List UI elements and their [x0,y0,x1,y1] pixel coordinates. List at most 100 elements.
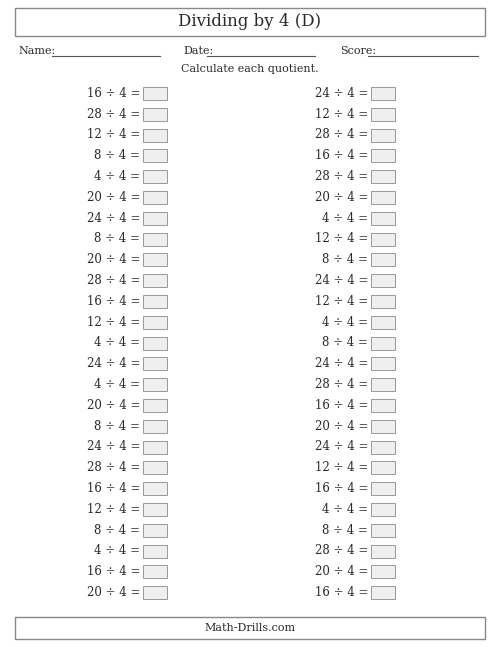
Bar [143,170,167,183]
Bar [143,253,167,267]
Text: 12 ÷ 4 =: 12 ÷ 4 = [315,107,368,121]
Bar [143,523,167,537]
Bar [371,170,395,183]
Bar [143,441,167,454]
Bar [143,87,167,100]
Text: 4 ÷ 4 =: 4 ÷ 4 = [94,545,140,558]
Bar [143,461,167,474]
Text: 28 ÷ 4 =: 28 ÷ 4 = [315,170,368,183]
Text: 12 ÷ 4 =: 12 ÷ 4 = [315,295,368,308]
Bar [143,399,167,412]
Bar [143,295,167,308]
Bar [371,253,395,267]
Bar [371,107,395,121]
Bar [371,357,395,370]
Text: 28 ÷ 4 =: 28 ÷ 4 = [315,129,368,142]
Bar [371,129,395,142]
Text: 12 ÷ 4 =: 12 ÷ 4 = [315,232,368,245]
Bar [143,149,167,162]
Bar [371,586,395,599]
Bar [143,336,167,349]
Text: Name:: Name: [18,46,55,56]
Text: 20 ÷ 4 =: 20 ÷ 4 = [86,253,140,267]
Text: 24 ÷ 4 =: 24 ÷ 4 = [314,87,368,100]
Bar [371,191,395,204]
Text: 8 ÷ 4 =: 8 ÷ 4 = [94,232,140,245]
Text: 12 ÷ 4 =: 12 ÷ 4 = [87,503,140,516]
Text: 16 ÷ 4 =: 16 ÷ 4 = [314,399,368,412]
Bar [143,212,167,225]
Text: 28 ÷ 4 =: 28 ÷ 4 = [315,545,368,558]
Text: 16 ÷ 4 =: 16 ÷ 4 = [86,295,140,308]
Text: 20 ÷ 4 =: 20 ÷ 4 = [86,191,140,204]
Bar [143,565,167,578]
Text: 16 ÷ 4 =: 16 ÷ 4 = [314,149,368,162]
Bar [143,586,167,599]
Bar [371,503,395,516]
Text: 8 ÷ 4 =: 8 ÷ 4 = [94,149,140,162]
Text: 8 ÷ 4 =: 8 ÷ 4 = [322,253,368,267]
Bar [371,336,395,349]
Text: 20 ÷ 4 =: 20 ÷ 4 = [86,586,140,599]
Text: 4 ÷ 4 =: 4 ÷ 4 = [94,170,140,183]
Text: 24 ÷ 4 =: 24 ÷ 4 = [314,441,368,454]
Bar [371,523,395,537]
Text: Math-Drills.com: Math-Drills.com [204,623,296,633]
Text: 12 ÷ 4 =: 12 ÷ 4 = [315,461,368,474]
Text: 12 ÷ 4 =: 12 ÷ 4 = [87,316,140,329]
Text: 16 ÷ 4 =: 16 ÷ 4 = [86,565,140,578]
Bar [371,545,395,558]
Text: 16 ÷ 4 =: 16 ÷ 4 = [314,482,368,495]
Text: 8 ÷ 4 =: 8 ÷ 4 = [94,523,140,537]
Bar [371,378,395,391]
Text: 28 ÷ 4 =: 28 ÷ 4 = [87,107,140,121]
Bar [371,399,395,412]
Bar [371,565,395,578]
Bar [15,617,485,639]
Text: 4 ÷ 4 =: 4 ÷ 4 = [322,212,368,225]
Text: 16 ÷ 4 =: 16 ÷ 4 = [86,482,140,495]
Text: 28 ÷ 4 =: 28 ÷ 4 = [87,274,140,287]
Bar [143,191,167,204]
Text: 20 ÷ 4 =: 20 ÷ 4 = [86,399,140,412]
Bar [371,482,395,495]
Text: 24 ÷ 4 =: 24 ÷ 4 = [314,274,368,287]
Bar [371,212,395,225]
Bar [371,232,395,245]
Bar [371,441,395,454]
Bar [143,378,167,391]
Text: 28 ÷ 4 =: 28 ÷ 4 = [87,461,140,474]
Text: 12 ÷ 4 =: 12 ÷ 4 = [87,129,140,142]
Text: 24 ÷ 4 =: 24 ÷ 4 = [86,357,140,370]
Text: Dividing by 4 (D): Dividing by 4 (D) [178,14,322,30]
Bar [371,149,395,162]
Bar [143,316,167,329]
Text: 20 ÷ 4 =: 20 ÷ 4 = [314,565,368,578]
Text: Calculate each quotient.: Calculate each quotient. [181,64,319,74]
Bar [371,87,395,100]
Text: 4 ÷ 4 =: 4 ÷ 4 = [322,503,368,516]
Bar [143,357,167,370]
Text: 4 ÷ 4 =: 4 ÷ 4 = [94,336,140,349]
Bar [143,545,167,558]
Bar [371,274,395,287]
Bar [143,274,167,287]
Bar [371,316,395,329]
Text: 8 ÷ 4 =: 8 ÷ 4 = [94,420,140,433]
Bar [371,420,395,433]
Text: 8 ÷ 4 =: 8 ÷ 4 = [322,523,368,537]
Text: 8 ÷ 4 =: 8 ÷ 4 = [322,336,368,349]
Bar [143,420,167,433]
Bar [371,295,395,308]
Bar [143,482,167,495]
Text: 16 ÷ 4 =: 16 ÷ 4 = [86,87,140,100]
Bar [143,129,167,142]
Text: Date:: Date: [183,46,213,56]
Text: 4 ÷ 4 =: 4 ÷ 4 = [94,378,140,391]
Text: 28 ÷ 4 =: 28 ÷ 4 = [315,378,368,391]
Bar [143,232,167,245]
Text: 24 ÷ 4 =: 24 ÷ 4 = [86,441,140,454]
Bar [143,503,167,516]
Text: 4 ÷ 4 =: 4 ÷ 4 = [322,316,368,329]
Bar [371,461,395,474]
